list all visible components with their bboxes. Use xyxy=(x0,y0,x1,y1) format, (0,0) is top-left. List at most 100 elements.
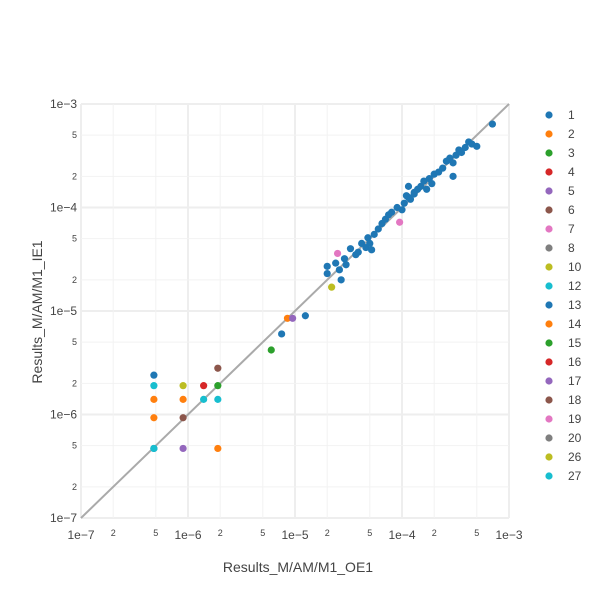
point-series-13 xyxy=(374,225,382,233)
point-series-10 xyxy=(179,382,187,390)
legend-marker-16 xyxy=(545,358,553,366)
point-series-13 xyxy=(388,208,396,216)
point-series-13 xyxy=(488,120,497,128)
y-minor-tick-label: 2 xyxy=(72,275,77,285)
legend-marker-1 xyxy=(545,111,553,119)
point-series-14 xyxy=(150,414,158,422)
point-series-13 xyxy=(428,180,436,188)
x-tick-label: 1e−7 xyxy=(67,528,94,542)
legend-label-18: 18 xyxy=(568,393,582,407)
legend-label-17: 17 xyxy=(568,374,582,388)
y-tick-label: 1e−6 xyxy=(50,408,77,422)
legend-label-12: 12 xyxy=(568,279,582,293)
point-series-13 xyxy=(323,262,331,270)
point-series-27 xyxy=(150,444,158,453)
point-series-13 xyxy=(452,151,460,159)
point-series-13 xyxy=(417,182,425,190)
legend-marker-8 xyxy=(545,244,553,252)
legend-label-4: 4 xyxy=(568,165,575,179)
point-series-13 xyxy=(370,230,378,238)
x-minor-tick-label: 5 xyxy=(153,528,158,538)
point-series-13 xyxy=(323,269,331,278)
x-minor-tick-label: 2 xyxy=(432,528,437,538)
legend-marker-4 xyxy=(545,168,553,176)
y-minor-tick-label: 2 xyxy=(72,378,77,388)
point-series-13 xyxy=(340,255,349,263)
point-series-18 xyxy=(214,364,222,372)
point-series-17 xyxy=(179,444,187,453)
y-minor-tick-label: 5 xyxy=(72,441,77,451)
point-series-13 xyxy=(457,148,466,157)
point-series-14 xyxy=(283,314,292,322)
point-series-13 xyxy=(278,330,286,338)
data-points xyxy=(150,120,497,453)
y-tick-label: 1e−3 xyxy=(50,97,77,111)
legend-marker-14 xyxy=(545,320,553,328)
legend-label-13: 13 xyxy=(568,298,582,312)
legend-label-20: 20 xyxy=(568,431,582,445)
x-tick-label: 1e−6 xyxy=(174,528,201,542)
legend-label-5: 5 xyxy=(568,184,575,198)
legend-label-6: 6 xyxy=(568,203,575,217)
point-series-13 xyxy=(354,248,362,256)
legend-label-1: 1 xyxy=(568,108,575,122)
legend-marker-18 xyxy=(545,396,553,404)
legend-marker-20 xyxy=(545,434,553,442)
point-series-13 xyxy=(400,199,408,207)
point-series-14 xyxy=(150,395,158,403)
y-minor-tick-label: 2 xyxy=(72,482,77,492)
point-series-12 xyxy=(200,395,208,403)
point-series-13 xyxy=(439,164,447,172)
legend-label-15: 15 xyxy=(568,336,582,350)
point-series-16 xyxy=(200,382,208,390)
x-axis-title: Results_M/AM/M1_OE1 xyxy=(223,559,373,575)
point-series-13 xyxy=(410,190,418,198)
point-series-13 xyxy=(332,259,340,267)
point-series-19 xyxy=(396,218,404,226)
legend-marker-12 xyxy=(545,282,553,290)
legend-label-16: 16 xyxy=(568,355,582,369)
legend-marker-19 xyxy=(545,415,553,423)
grid-lines xyxy=(80,103,510,519)
point-series-13 xyxy=(473,142,481,150)
legend-marker-27 xyxy=(545,472,553,480)
point-series-13 xyxy=(366,239,374,247)
x-tick-label: 1e−4 xyxy=(388,528,415,542)
y-minor-tick-label: 5 xyxy=(72,234,77,244)
y-minor-tick-label: 5 xyxy=(72,130,77,140)
x-minor-tick-label: 5 xyxy=(474,528,479,538)
legend-label-26: 26 xyxy=(568,450,582,464)
point-series-15 xyxy=(214,382,222,390)
point-series-13 xyxy=(461,143,469,152)
point-series-13 xyxy=(337,276,345,284)
legend-marker-26 xyxy=(545,453,553,461)
x-minor-tick-label: 2 xyxy=(218,528,223,538)
point-series-13 xyxy=(404,182,413,190)
x-minor-tick-label: 5 xyxy=(367,528,372,538)
legend-label-8: 8 xyxy=(568,241,575,255)
y-tick-label: 1e−5 xyxy=(50,304,77,318)
y-minor-tick-label: 5 xyxy=(72,337,77,347)
legend-label-27: 27 xyxy=(568,469,582,483)
point-series-12 xyxy=(150,382,158,390)
legend-marker-5 xyxy=(545,187,553,195)
legend-label-10: 10 xyxy=(568,260,582,274)
point-series-13 xyxy=(449,159,457,167)
point-series-18 xyxy=(179,414,187,422)
point-series-13 xyxy=(368,246,376,254)
legend-marker-6 xyxy=(545,206,553,214)
point-series-13 xyxy=(364,234,372,242)
point-series-13 xyxy=(406,195,415,203)
x-axis-ticks: 1e−7 1e−6 1e−5 1e−4 1e−3 2 5 2 5 2 5 2 5 xyxy=(67,528,522,542)
point-series-13 xyxy=(335,266,344,274)
y-tick-label: 1e−7 xyxy=(50,511,77,525)
point-series-13 xyxy=(398,206,406,214)
point-series-13 xyxy=(301,312,309,320)
point-series-13 xyxy=(449,172,457,180)
legend-label-7: 7 xyxy=(568,222,575,236)
legend-marker-3 xyxy=(545,149,553,157)
point-series-14 xyxy=(214,444,222,453)
point-series-17 xyxy=(289,314,297,322)
